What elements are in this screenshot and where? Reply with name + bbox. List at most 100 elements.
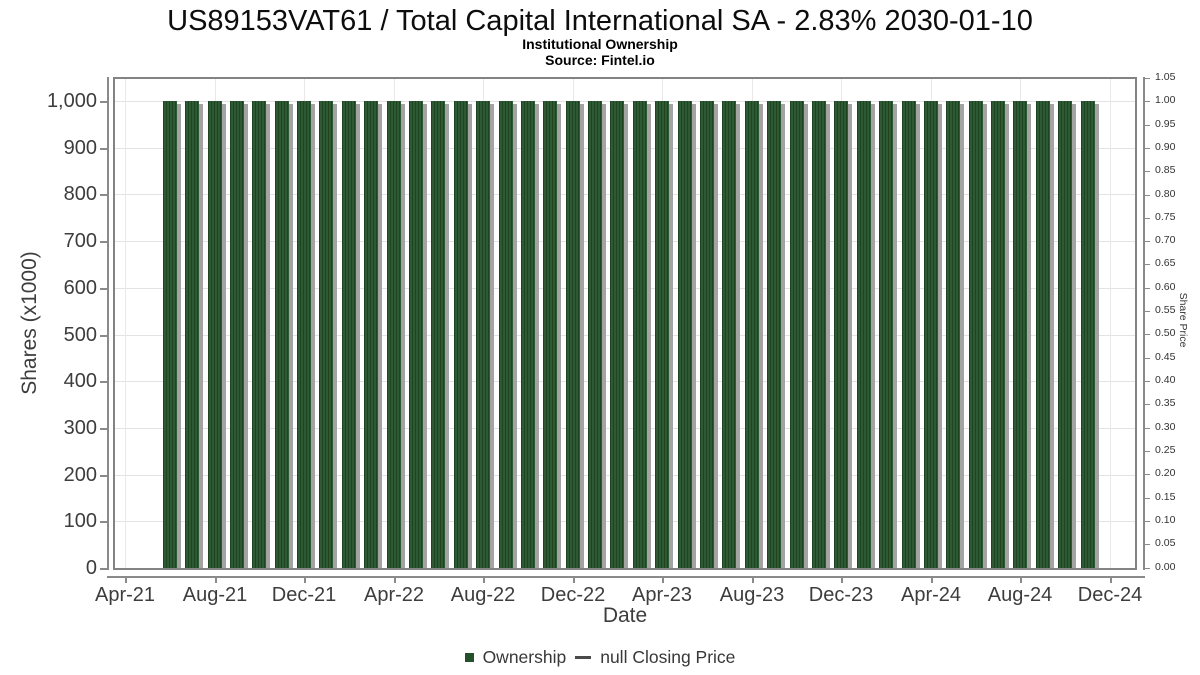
gridline-vertical: [1110, 79, 1111, 568]
ownership-bar: [364, 101, 378, 568]
gridline-horizontal: [115, 381, 1135, 382]
legend: Ownership null Closing Price: [0, 644, 1200, 670]
ownership-bar: [812, 101, 826, 568]
gridline-horizontal: [115, 475, 1135, 476]
ownership-bar: [1058, 101, 1072, 568]
ownership-bar: [163, 101, 177, 568]
ownership-bar: [1013, 101, 1027, 568]
ownership-bar: [454, 101, 468, 568]
right-axis-tick-label: 0.80: [1155, 188, 1176, 200]
right-axis-tick: [1144, 195, 1150, 196]
right-axis-tick: [1144, 78, 1150, 79]
x-axis-tick: [1020, 576, 1022, 583]
ownership-bar: [879, 101, 893, 568]
gridline-horizontal: [115, 148, 1135, 149]
right-axis-tick-label: 0.65: [1155, 257, 1176, 269]
gridline-horizontal: [115, 335, 1135, 336]
ownership-bar: [252, 101, 266, 568]
ownership-bar: [275, 101, 289, 568]
right-axis-tick: [1144, 498, 1150, 499]
ownership-bar: [678, 101, 692, 568]
left-axis-tick: [100, 381, 107, 383]
left-axis-tick-label: 700: [63, 230, 97, 252]
legend-price-line-icon: [575, 655, 592, 659]
ownership-bar: [633, 101, 647, 568]
right-axis-tick: [1144, 521, 1150, 522]
gridline-horizontal: [115, 521, 1135, 522]
ownership-bar: [185, 101, 199, 568]
x-axis-tick: [662, 576, 664, 583]
left-axis-tick-label: 200: [63, 464, 97, 486]
right-axis-tick-label: 0.40: [1155, 374, 1176, 386]
ownership-bar: [857, 101, 871, 568]
right-axis-tick: [1144, 241, 1150, 242]
right-axis-tick: [1144, 381, 1150, 382]
right-axis-tick: [1144, 218, 1150, 219]
x-axis-tick-label: Aug-22: [450, 584, 516, 606]
ownership-bar: [1036, 101, 1050, 568]
x-axis-tick: [752, 576, 754, 583]
left-axis-tick: [100, 568, 107, 570]
left-axis-tick-label: 300: [63, 417, 97, 439]
right-axis-tick-label: 0.90: [1155, 141, 1176, 153]
ownership-bar: [969, 101, 983, 568]
x-axis-tick: [215, 576, 217, 583]
x-axis-tick: [304, 576, 306, 583]
gridline-horizontal: [115, 194, 1135, 195]
ownership-bar: [588, 101, 602, 568]
right-axis-tick: [1144, 264, 1150, 265]
right-axis-tick: [1144, 474, 1150, 475]
legend-price-label: null Closing Price: [600, 646, 736, 667]
x-axis-title: Date: [602, 604, 648, 627]
right-axis-tick-label: 0.60: [1155, 281, 1176, 293]
right-axis-tick-label: 0.85: [1155, 164, 1176, 176]
right-axis-title: Share Price: [1177, 292, 1189, 348]
left-axis-tick-label: 500: [63, 324, 97, 346]
left-axis-tick-label: 600: [63, 277, 97, 299]
right-axis-tick-label: 1.00: [1155, 94, 1176, 106]
right-axis-tick-label: 0.70: [1155, 234, 1176, 246]
right-axis-tick: [1144, 428, 1150, 429]
right-axis-tick: [1144, 288, 1150, 289]
ownership-bar: [521, 101, 535, 568]
right-axis-tick-label: 0.10: [1155, 514, 1176, 526]
ownership-bar: [297, 101, 311, 568]
ownership-bar: [431, 101, 445, 568]
chart-source-credit: Source: Fintel.io: [545, 52, 655, 68]
right-axis-tick: [1144, 148, 1150, 149]
x-axis-tick-label: Aug-21: [182, 584, 248, 606]
chart-subtitle: Institutional Ownership: [522, 36, 678, 52]
ownership-bar: [946, 101, 960, 568]
right-axis-tick: [1144, 358, 1150, 359]
right-axis-tick-label: 0.05: [1155, 537, 1176, 549]
gridline-vertical: [125, 79, 126, 568]
right-axis-tick: [1144, 334, 1150, 335]
left-axis-tick: [100, 428, 107, 430]
bottom-axis-spine: [107, 576, 1145, 578]
x-axis-tick-label: Aug-24: [987, 584, 1053, 606]
right-axis-tick-label: 0.25: [1155, 444, 1176, 456]
x-axis-tick: [394, 576, 396, 583]
plot-inner: [115, 79, 1135, 568]
x-axis-tick: [125, 576, 127, 583]
x-axis-tick-label: Dec-21: [271, 584, 337, 606]
left-axis-tick: [100, 194, 107, 196]
x-axis-tick: [1110, 576, 1112, 583]
left-axis-tick: [100, 241, 107, 243]
x-axis-tick: [841, 576, 843, 583]
chart-title: US89153VAT61 / Total Capital Internation…: [167, 5, 1033, 37]
gridline-horizontal: [115, 288, 1135, 289]
plot-area: [113, 77, 1137, 570]
left-axis-tick: [100, 521, 107, 523]
gridline-horizontal: [115, 428, 1135, 429]
gridline-horizontal: [115, 241, 1135, 242]
x-axis-tick: [573, 576, 575, 583]
right-axis-tick: [1144, 451, 1150, 452]
ownership-bar: [790, 101, 804, 568]
right-axis-tick-label: 0.50: [1155, 327, 1176, 339]
right-axis-tick: [1144, 125, 1150, 126]
ownership-bar: [700, 101, 714, 568]
ownership-bar: [566, 101, 580, 568]
x-axis-tick-label: Apr-23: [631, 584, 693, 606]
left-axis-tick: [100, 288, 107, 290]
